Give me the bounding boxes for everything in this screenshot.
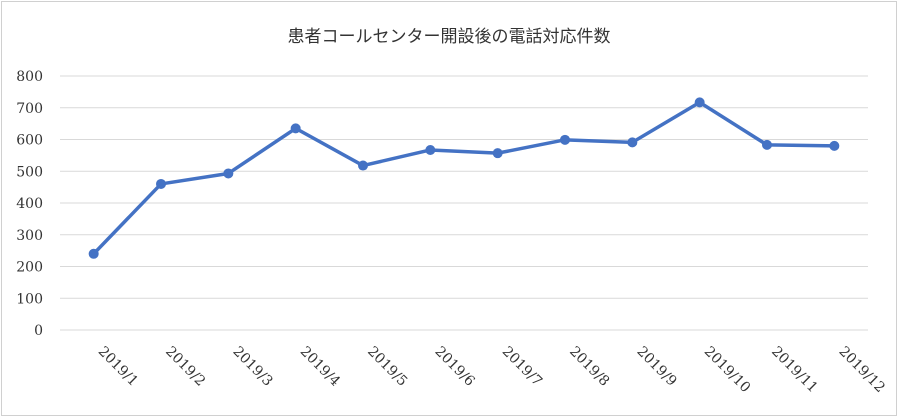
x-tick-label-9: 2019/9 xyxy=(634,344,680,390)
data-point-12 xyxy=(829,140,840,151)
x-tick-label-5: 2019/5 xyxy=(364,344,410,390)
x-tick-label-1: 2019/1 xyxy=(95,344,141,390)
x-axis-ticks: 2019/1 2019/2 2019/3 2019/4 2019/5 2019/6 2019… xyxy=(95,344,888,396)
y-tick-label-400: 400 xyxy=(16,196,43,212)
y-tick-label-800: 800 xyxy=(16,69,43,85)
data-point-1 xyxy=(88,248,99,259)
series-group xyxy=(88,97,840,259)
y-tick-label-0: 0 xyxy=(34,323,43,339)
data-point-9 xyxy=(627,137,638,148)
y-tick-label-500: 500 xyxy=(16,164,43,180)
series-line-1 xyxy=(91,100,837,256)
data-point-3 xyxy=(223,168,234,179)
y-tick-label-300: 300 xyxy=(16,228,43,244)
y-tick-label-200: 200 xyxy=(16,260,43,276)
data-point-6 xyxy=(425,144,436,155)
y-tick-label-700: 700 xyxy=(16,101,43,117)
data-point-11 xyxy=(762,139,772,150)
x-tick-label-6: 2019/6 xyxy=(432,344,478,390)
data-point-10 xyxy=(694,97,705,108)
x-tick-label-11: 2019/11 xyxy=(768,344,820,396)
grid-lines xyxy=(60,75,868,331)
data-point-4 xyxy=(290,123,301,134)
x-tick-label-7: 2019/7 xyxy=(499,344,545,390)
x-tick-label-4: 2019/4 xyxy=(297,344,343,390)
x-tick-label-8: 2019/8 xyxy=(566,344,612,390)
x-tick-label-3: 2019/3 xyxy=(230,344,276,390)
x-tick-label-2: 2019/2 xyxy=(162,344,208,390)
data-point-5 xyxy=(358,160,368,171)
y-tick-label-100: 100 xyxy=(16,291,43,307)
data-point-2 xyxy=(156,178,166,189)
data-point-7 xyxy=(492,148,503,159)
y-axis-ticks: 0 100 200 300 400 500 600 700 800 xyxy=(16,69,43,339)
x-tick-label-12: 2019/12 xyxy=(836,344,888,396)
chart-title: 患者コールセンター開設後の電話対応件数 xyxy=(288,27,611,47)
y-tick-label-600: 600 xyxy=(16,133,43,149)
data-point-8 xyxy=(560,134,570,145)
x-tick-label-10: 2019/10 xyxy=(701,344,753,396)
